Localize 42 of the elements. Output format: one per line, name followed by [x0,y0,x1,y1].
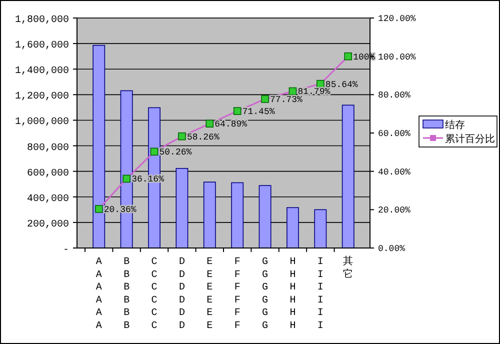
x-tick-label: GGGGGG [262,257,268,332]
bar [342,104,354,248]
y2-tick-label: 20.00% [378,206,412,216]
x-tick-label: EEEEEE [206,257,213,332]
y-tick-label: 1,400,000 [14,66,69,78]
y-tick-label: 1,600,000 [14,40,69,52]
bar [176,168,188,248]
legend-label: 累计百分比 [445,133,495,145]
y2-tick-label: 60.00% [378,129,412,139]
y-tick-label: - [62,245,69,256]
data-label: 77.73% [270,95,304,106]
bar [203,182,216,248]
data-label: 71.45% [242,107,276,118]
y2-tick-label: 120.00% [378,14,416,24]
bar [258,185,272,248]
x-tick-label: BBBBBB [124,257,130,332]
y-tick-label: 1,800,000 [14,15,69,26]
data-label: 81.79% [298,87,331,98]
x-tick-label: AAAAAA [96,257,102,332]
data-label: 64.89% [214,120,248,130]
x-tick-label: HHHHHH [290,257,296,332]
bar [286,207,299,248]
y2-tick-label: 40.00% [378,167,412,178]
data-label: 58.26% [186,132,220,142]
y-tick-label: 400,000 [26,194,69,205]
y-tick-label: 200,000 [26,219,69,230]
x-tick-label: DDDDDD [178,257,185,332]
y-tick-label: 800,000 [26,142,69,154]
bar [314,209,327,248]
y2-tick-label: 80.00% [378,90,412,101]
x-tick-label: FFFFFF [234,257,240,332]
y-tick-label: 1,200,000 [14,92,69,103]
x-tick-label: 其它 [343,255,354,281]
y-tick-label: 1,000,000 [14,117,69,128]
y2-tick-label: 100.00% [378,52,416,62]
x-tick-label: CCCCCC [151,257,158,332]
bar [231,182,244,248]
x-tick-label: IIIIII [317,257,324,332]
y-tick-label: 600,000 [26,168,69,180]
legend-label: 结存 [445,119,465,131]
bar [92,44,106,248]
y2-tick-label: 0.00% [378,244,406,254]
